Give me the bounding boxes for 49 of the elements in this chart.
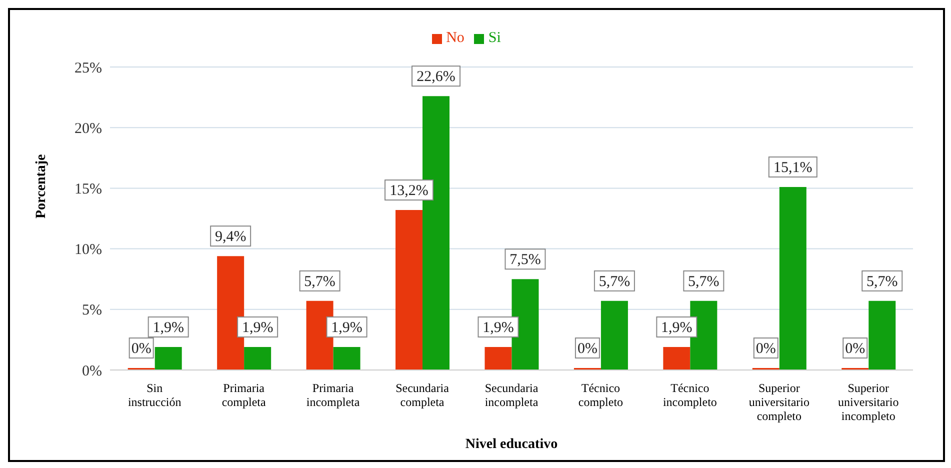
data-label: 0% [131,341,152,357]
y-tick-label: 0% [82,363,102,380]
x-axis-title: Nivel educativo [465,437,558,452]
bar [690,300,718,370]
x-tick-label: Primaria completa [222,381,266,409]
y-tick-label: 25% [74,60,102,76]
data-label: 1,9% [242,320,274,336]
y-tick-label: 20% [74,120,102,137]
bar [217,256,244,370]
data-label: 5,7% [688,274,720,290]
data-label: 7,5% [510,252,541,268]
y-axis-title: Porcentaje [34,154,49,218]
data-label: 5,7% [598,274,630,290]
x-tick-label: Superior universitario completo [748,381,810,423]
legend-label: Si [488,30,501,46]
data-label: 1,9% [152,320,184,336]
bar [512,279,539,370]
y-tick-label: 15% [74,182,102,198]
data-label: 1,9% [482,320,514,336]
data-label: 9,4% [214,229,246,246]
y-tick-label: 5% [82,302,102,319]
data-label: 1,9% [331,320,362,336]
bar [868,300,896,370]
data-label: 0% [845,341,866,357]
bar [600,300,628,370]
data-label: 5,7% [866,274,898,290]
bar [244,346,272,370]
data-label: 1,9% [661,320,692,336]
bar [333,346,360,370]
data-label: 0% [756,341,776,357]
x-tick-label: Secundaria completa [396,381,450,409]
data-label: 13,2% [390,183,428,200]
x-tick-label: Sin instrucción [128,381,182,409]
x-tick-label: Técnico incompleto [662,381,717,409]
bar [663,346,690,370]
data-label: 15,1% [774,160,812,176]
bar [484,346,512,370]
data-label: 5,7% [304,274,336,290]
data-label: 0% [577,341,598,357]
bar [396,210,423,370]
bar [306,300,334,370]
data-label: 22,6% [416,69,456,86]
legend-label: No [446,30,464,46]
bar [779,186,806,370]
x-tick-label: Secundaria incompleta [484,381,539,409]
y-tick-label: 10% [74,242,102,258]
x-tick-label: Técnico completo [578,381,624,409]
x-tick-label: Primaria incompleta [306,381,360,409]
x-tick-label: Superior universitario incompleto [838,381,899,423]
